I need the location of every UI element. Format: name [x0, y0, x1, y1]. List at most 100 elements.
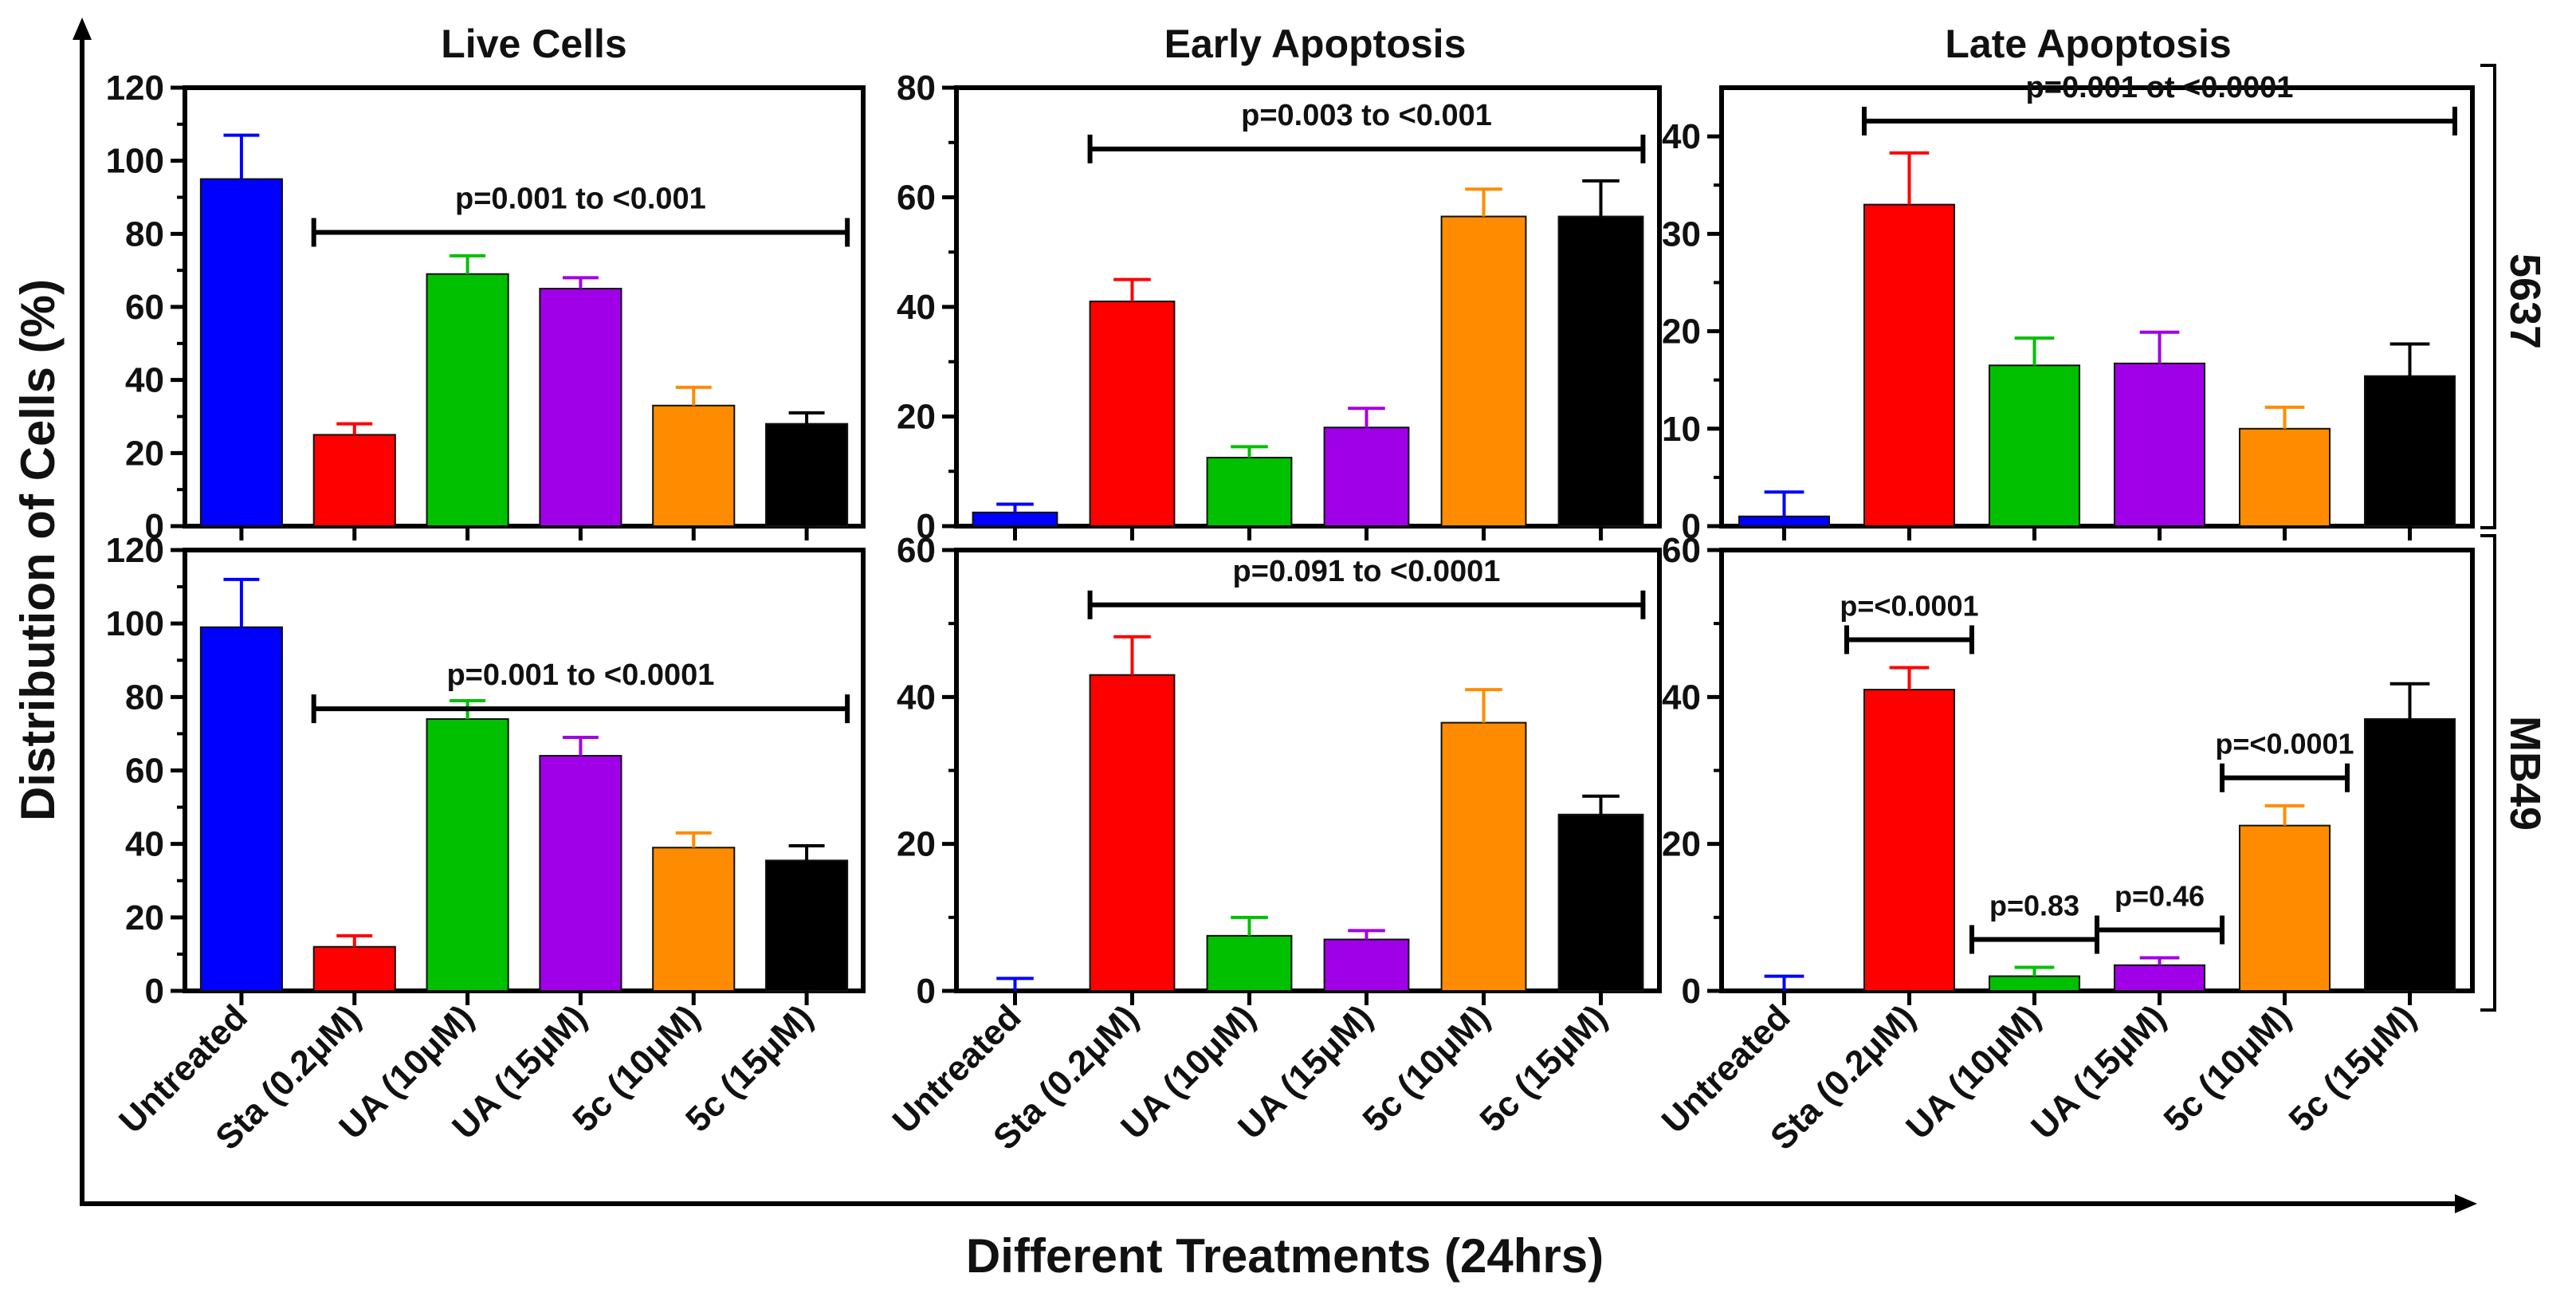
panel-5637-early-apoptosis-frame: [954, 85, 1662, 529]
bar-5c-10-m: [652, 404, 736, 527]
bar-ua-10-m: [1988, 364, 2081, 528]
figure-x-axis-arrow: [2455, 1194, 2477, 1213]
y-tick-label: 30: [1662, 214, 1701, 253]
row-bracket-mb49: [2480, 534, 2496, 1012]
x-tick-label-5c-10-m: 5c (10μM): [1355, 997, 1497, 1139]
bar-sta-0-2-m: [1089, 301, 1176, 527]
bar-ua-10-m: [1988, 975, 2081, 992]
y-tick-label: 60: [1662, 531, 1701, 570]
bar-5c-15-m: [1557, 215, 1644, 527]
bar-ua-15-m: [1323, 938, 1410, 992]
significance-label: p=<0.0001: [1840, 589, 1978, 622]
y-tick-label: 20: [1662, 312, 1701, 352]
x-tick-label-5c-15-m: 5c (15μM): [1472, 997, 1614, 1139]
y-tick-label: 0: [1682, 507, 1701, 546]
bar-5c-15-m: [765, 422, 849, 528]
y-tick-label: 40: [897, 678, 936, 717]
bar-ua-15-m: [539, 755, 622, 992]
y-tick-label: 60: [125, 752, 164, 791]
y-tick-label: 20: [897, 398, 936, 437]
bar-sta-0-2-m: [1863, 689, 1956, 992]
bar-5c-15-m: [765, 859, 849, 992]
row-label-5637: 5637: [2501, 253, 2549, 349]
column-title-live-cells: Live Cells: [441, 22, 626, 66]
significance-label: p=0.001 ot <0.0001: [2026, 71, 2294, 104]
panel-mb49-early-apoptosis-frame: [954, 548, 1662, 993]
y-tick-label: 120: [106, 531, 164, 570]
bar-sta-0-2-m: [1863, 203, 1956, 527]
y-tick-label: 0: [145, 972, 164, 1011]
bar-5c-10-m: [2238, 427, 2331, 527]
bar-untreated: [1738, 515, 1831, 527]
bar-ua-15-m: [2113, 964, 2206, 992]
x-tick-label-ua-10-m: UA (10μM): [1899, 997, 2048, 1146]
panel-5637-live-cells: 0 20 40 60 80 100 120 p=0.001 to <0.001: [106, 69, 866, 546]
y-tick-label: 60: [897, 179, 936, 218]
y-tick-label: 0: [917, 507, 936, 546]
figure-y-axis-arrow: [73, 18, 92, 40]
panel-5637-early-apoptosis: 0 20 40 60 80 p=0.003 to <0.001: [897, 69, 1662, 546]
bar-ua-10-m: [1206, 934, 1293, 992]
y-tick-label: 20: [125, 434, 164, 473]
significance-label: p=0.46: [2115, 880, 2205, 913]
y-tick-label: 100: [106, 142, 164, 181]
significance-label: p=0.83: [1989, 890, 2079, 922]
y-tick-label: 40: [125, 825, 164, 864]
x-tick-label-5c-10-m: 5c (10μM): [2156, 997, 2298, 1139]
bar-ua-15-m: [539, 288, 622, 527]
bar-sta-0-2-m: [312, 434, 396, 528]
x-tick-label-5c-15-m: 5c (15μM): [2281, 997, 2423, 1139]
bar-untreated: [972, 511, 1058, 527]
bar-untreated: [199, 178, 283, 527]
y-tick-label: 20: [1662, 825, 1701, 864]
bar-ua-15-m: [2113, 362, 2206, 527]
bar-ua-10-m: [426, 273, 509, 527]
panel-5637-late-apoptosis: 0 10 20 30 40 p=0.001 ot <0.0001: [1662, 71, 2475, 546]
bar-5c-10-m: [652, 847, 736, 992]
column-title-early-apoptosis: Early Apoptosis: [1164, 22, 1467, 66]
y-tick-label: 80: [897, 69, 936, 108]
significance-label: p=0.003 to <0.001: [1241, 99, 1492, 132]
bar-ua-10-m: [1206, 457, 1293, 527]
significance-label: p=0.091 to <0.0001: [1233, 555, 1501, 588]
bar-sta-0-2-m: [1089, 674, 1176, 992]
panel-5637-live-cells-frame: [183, 85, 866, 529]
bar-sta-0-2-m: [312, 945, 396, 992]
y-tick-label: 20: [125, 898, 164, 937]
bar-ua-15-m: [1323, 426, 1410, 527]
figure-y-axis-label: Distribution of Cells (%): [11, 279, 65, 821]
y-tick-label: 0: [917, 972, 936, 1011]
bar-5c-10-m: [2238, 824, 2331, 992]
y-tick-label: 10: [1662, 410, 1701, 449]
y-tick-label: 80: [125, 214, 164, 253]
significance-label: p=<0.0001: [2215, 728, 2354, 760]
y-tick-label: 80: [125, 678, 164, 717]
y-tick-label: 40: [125, 361, 164, 400]
x-tick-label-ua-15-m: UA (15μM): [2024, 997, 2173, 1146]
bar-5c-10-m: [1440, 721, 1527, 992]
y-tick-label: 40: [897, 288, 936, 327]
row-label-mb49: MB49: [2501, 716, 2549, 831]
significance-label: p=0.001 to <0.001: [455, 183, 706, 216]
y-tick-label: 0: [1682, 972, 1701, 1011]
y-tick-label: 20: [897, 825, 936, 864]
y-tick-label: 120: [106, 69, 164, 108]
row-bracket-5637: [2480, 64, 2496, 529]
y-tick-label: 60: [897, 531, 936, 570]
bar-5c-15-m: [2363, 375, 2456, 527]
y-tick-label: 0: [145, 507, 164, 546]
y-tick-label: 60: [125, 288, 164, 327]
panel-5637-late-apoptosis-frame: [1719, 85, 2475, 529]
y-tick-label: 100: [106, 604, 164, 643]
bar-5c-10-m: [1440, 215, 1527, 527]
bar-ua-10-m: [426, 717, 509, 992]
y-tick-label: 40: [1662, 678, 1701, 717]
panel-mb49-live-cells-frame: [183, 548, 866, 993]
bar-5c-15-m: [1557, 813, 1644, 992]
column-title-late-apoptosis: Late Apoptosis: [1945, 22, 2231, 66]
